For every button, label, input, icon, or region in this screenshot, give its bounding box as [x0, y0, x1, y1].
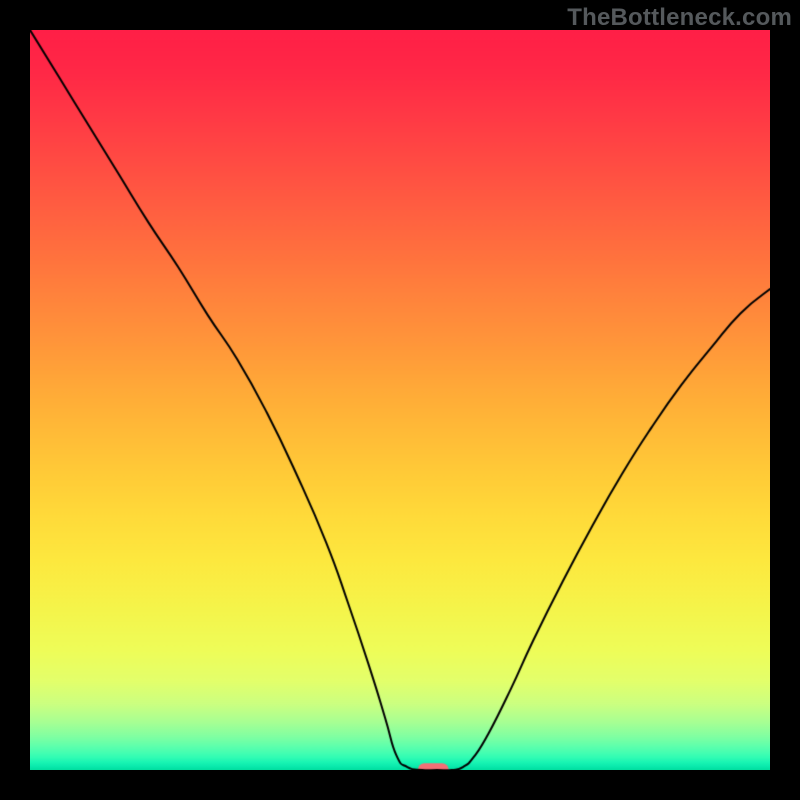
- chart-frame: TheBottleneck.com: [0, 0, 800, 800]
- bottleneck-chart-canvas: [30, 30, 770, 770]
- watermark-text: TheBottleneck.com: [567, 4, 792, 32]
